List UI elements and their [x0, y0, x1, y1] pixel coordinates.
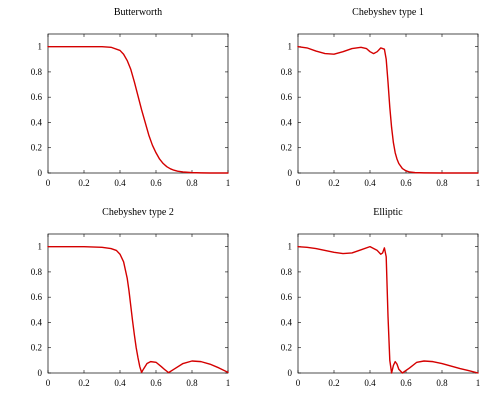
x-tick-label: 0.8	[436, 178, 448, 188]
subplot-chebyshev-type-1: Chebyshev type 1 0 0.2 0.4 0.6 0.8 1 0 0.2 0.4 0.6…	[281, 7, 481, 188]
chart-title: Chebyshev type 2	[102, 207, 174, 218]
y-tick-label: 0.2	[31, 343, 42, 353]
y-tick-label: 0.4	[31, 117, 43, 127]
x-tick-label: 0.2	[78, 378, 89, 388]
x-tick-label: 0.8	[436, 378, 448, 388]
y-tick-label: 0.6	[31, 292, 43, 302]
y-tick-label: 0.8	[281, 67, 293, 77]
y-tick-label: 0.6	[31, 92, 43, 102]
y-tick-label: 0.4	[281, 317, 293, 327]
y-tick-label: 0	[38, 168, 43, 178]
plot-frame	[47, 233, 229, 374]
y-tick-label: 0.2	[281, 143, 292, 153]
y-tick-label: 0.6	[281, 92, 293, 102]
x-tick-label: 0.2	[328, 378, 339, 388]
response-line	[47, 45, 229, 174]
x-tick-label: 0.4	[114, 378, 126, 388]
subplot-elliptic: Elliptic 0 0.2 0.4 0.6 0.8 1 0 0.2 0.4 0.6 0.8 1	[281, 207, 481, 388]
y-tick-label: 1	[38, 242, 43, 252]
y-tick-label: 0.8	[281, 267, 293, 277]
x-tick-label: 0.6	[150, 178, 162, 188]
y-tick-label: 1	[38, 42, 43, 52]
y-tick-label: 0.8	[31, 267, 43, 277]
x-tick-label: 0.6	[400, 378, 412, 388]
x-tick-label: 0.4	[364, 178, 376, 188]
y-tick-label: 0.2	[281, 343, 292, 353]
x-tick-label: 0.6	[150, 378, 162, 388]
x-tick-label: 1	[226, 178, 231, 188]
chart-title: Butterworth	[114, 7, 162, 18]
response-line	[297, 245, 479, 374]
x-tick-label: 0.6	[400, 178, 412, 188]
x-tick-label: 1	[476, 378, 481, 388]
x-tick-label: 0	[296, 178, 301, 188]
y-tick-label: 0.6	[281, 292, 293, 302]
plot-frame	[47, 33, 229, 174]
plot-frame	[297, 233, 479, 374]
x-tick-label: 0.4	[364, 378, 376, 388]
x-tick-label: 0	[296, 378, 301, 388]
y-tick-label: 0.4	[31, 317, 43, 327]
x-tick-label: 0.4	[114, 178, 126, 188]
x-tick-label: 1	[476, 178, 481, 188]
chart-title: Chebyshev type 1	[352, 7, 424, 18]
subplot-butterworth: Butterworth 0 0.2 0.4 0.6 0.8 1 0 0.2 0.4 0.6 0.8 1	[31, 7, 231, 188]
y-tick-label: 1	[288, 242, 293, 252]
response-line	[47, 245, 229, 374]
x-tick-label: 0	[46, 378, 51, 388]
y-tick-label: 0	[288, 168, 293, 178]
y-tick-label: 1	[288, 42, 293, 52]
x-tick-label: 0.8	[186, 378, 198, 388]
y-tick-label: 0.2	[31, 143, 42, 153]
x-tick-label: 0.8	[186, 178, 198, 188]
x-tick-label: 1	[226, 378, 231, 388]
x-tick-label: 0.2	[328, 178, 339, 188]
plot-frame	[297, 33, 479, 174]
chart-title: Elliptic	[373, 207, 403, 218]
x-tick-label: 0.2	[78, 178, 89, 188]
y-tick-label: 0.4	[281, 117, 293, 127]
y-tick-label: 0	[288, 368, 293, 378]
subplot-chebyshev-type-2: Chebyshev type 2 0 0.2 0.4 0.6 0.8 1 0 0.2 0.4 0.6…	[31, 207, 231, 388]
x-tick-label: 0	[46, 178, 51, 188]
response-line	[297, 45, 479, 174]
y-tick-label: 0	[38, 368, 43, 378]
y-tick-label: 0.8	[31, 67, 43, 77]
